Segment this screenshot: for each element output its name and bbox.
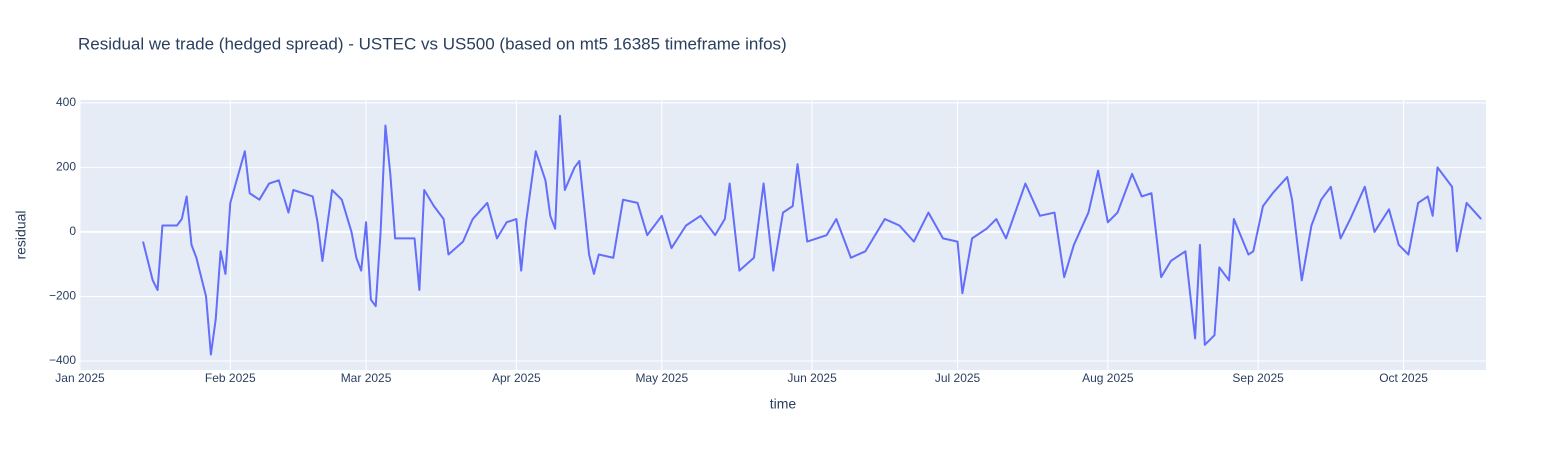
y-tick-label: −400 bbox=[49, 353, 76, 367]
chart-title: Residual we trade (hedged spread) - USTE… bbox=[78, 34, 787, 53]
plot-area bbox=[80, 100, 1486, 370]
x-tick-label: Aug 2025 bbox=[1082, 371, 1134, 385]
y-axis-title: residual bbox=[13, 210, 29, 259]
x-tick-label: May 2025 bbox=[635, 371, 688, 385]
x-tick-label: Oct 2025 bbox=[1379, 371, 1428, 385]
x-tick-label: Mar 2025 bbox=[341, 371, 392, 385]
x-tick-label: Feb 2025 bbox=[205, 371, 256, 385]
y-tick-label: 200 bbox=[56, 160, 76, 174]
x-tick-label: Sep 2025 bbox=[1232, 371, 1284, 385]
y-tick-label: 0 bbox=[69, 224, 76, 238]
y-tick-label: −200 bbox=[49, 289, 76, 303]
x-tick-label: Apr 2025 bbox=[492, 371, 541, 385]
x-tick-label: Jun 2025 bbox=[787, 371, 837, 385]
x-tick-label: Jul 2025 bbox=[935, 371, 981, 385]
line bbox=[142, 114, 1482, 356]
x-tick-label: Jan 2025 bbox=[55, 371, 105, 385]
y-tick-label: 400 bbox=[56, 95, 76, 109]
x-axis-title: time bbox=[770, 396, 797, 412]
